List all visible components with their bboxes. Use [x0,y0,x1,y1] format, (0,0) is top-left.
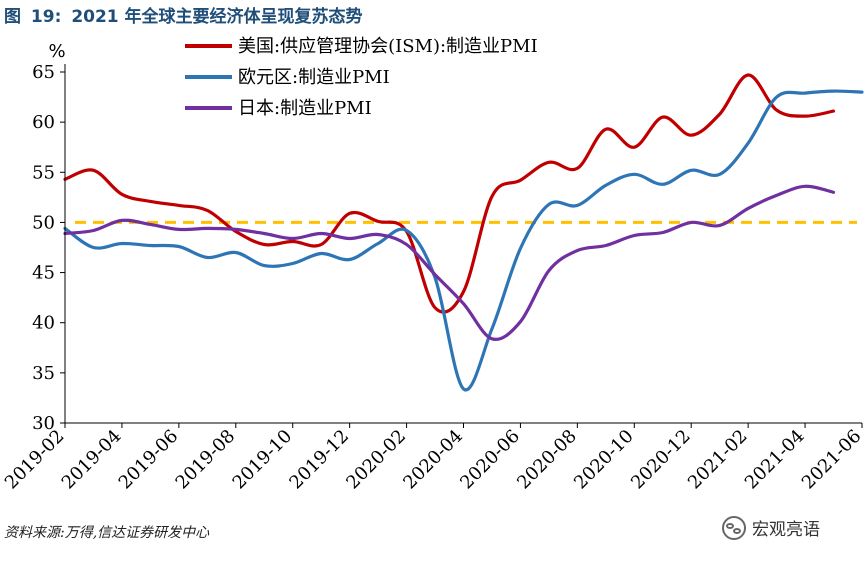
legend-label: 日本:制造业PMI [238,98,372,119]
x-tick-label: 2020-02 [342,426,410,494]
watermark: 宏观亮语 [722,515,820,540]
legend-item-us-ism-pmi: 美国:供应管理协会(ISM):制造业PMI [185,36,538,57]
y-axis-label: % [48,41,65,62]
legend-label: 美国:供应管理协会(ISM):制造业PMI [238,36,538,57]
y-tick-label: 30 [32,413,55,434]
series-line-eurozone-pmi [63,89,864,392]
watermark-text: 宏观亮语 [752,520,820,540]
y-tick-label: 55 [32,162,55,183]
y-tick-label: 60 [32,112,55,133]
source-note: 资料来源:万得,信达证券研发中心 [4,525,210,541]
pmi-line-chart: % 30 35 40 45 50 55 60 65 2019-022019-042019-06… [1,36,866,494]
x-tick-label: 2020-04 [399,426,467,494]
y-tick-label: 65 [32,62,55,83]
figure-title-prefix: 图 [4,7,21,27]
x-tick-label: 2020-08 [513,426,581,494]
y-tick-label: 45 [32,263,55,284]
x-tick-label: 2019-04 [58,426,126,494]
x-tick-label: 2019-10 [229,426,297,494]
y-tick-label: 35 [32,363,55,384]
x-tick-label: 2019-08 [172,426,240,494]
legend-item-japan-pmi: 日本:制造业PMI [185,98,372,119]
x-tick-label: 2020-10 [570,426,638,494]
x-tick-label: 2020-06 [456,426,524,494]
y-tick-label: 40 [32,313,55,334]
x-tick-label: 2019-06 [115,426,183,494]
x-tick-label: 2021-02 [684,426,752,494]
series-line-us-ism-pmi [63,73,836,314]
figure-title: 图 19: 2021 年全球主要经济体呈现复苏态势 [4,2,363,27]
figure-title-text: 2021 年全球主要经济体呈现复苏态势 [71,7,363,27]
series-line-japan-pmi [63,184,836,341]
x-tick-label: 2020-12 [627,426,695,494]
x-tick-label: 2019-02 [1,426,69,494]
x-tick-label: 2021-06 [798,426,866,494]
legend-item-eurozone-pmi: 欧元区:制造业PMI [185,67,390,88]
x-tick-label: 2019-12 [285,426,353,494]
legend-label: 欧元区:制造业PMI [238,67,390,88]
y-tick-label: 50 [32,212,55,233]
x-tick-label: 2021-04 [741,426,809,494]
wechat-logo-icon [722,515,746,540]
figure-title-number: 19: [30,7,62,27]
